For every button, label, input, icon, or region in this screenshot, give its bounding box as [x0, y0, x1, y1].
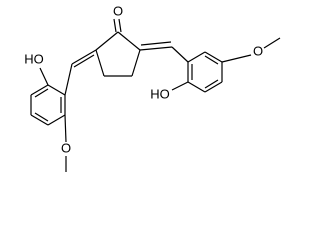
- bond: [139, 46, 173, 51]
- bond: [30, 84, 49, 96]
- bond: [47, 114, 66, 126]
- bond: [131, 49, 141, 77]
- atom-label: O: [253, 43, 263, 58]
- atom-label: O: [61, 140, 71, 155]
- bond: [263, 37, 281, 49]
- bond: [118, 18, 122, 33]
- bonds: [30, 18, 281, 172]
- page: {"labels": {"ketone_oxygen": "O", "left_…: [24, 3, 281, 172]
- bond: [171, 81, 189, 91]
- bond: [95, 49, 105, 77]
- bond: [171, 46, 189, 63]
- bond: [47, 84, 66, 96]
- atom-label: HO: [24, 51, 44, 66]
- bond: [30, 114, 49, 126]
- bond: [64, 63, 73, 96]
- bond: [34, 112, 49, 122]
- bond: [187, 81, 206, 93]
- bond: [204, 55, 219, 65]
- atom-label: HO: [150, 86, 170, 101]
- bond: [221, 54, 252, 63]
- bond: [71, 49, 97, 65]
- bond: [95, 31, 119, 51]
- bond: [204, 81, 223, 93]
- bond: [204, 51, 223, 63]
- bond: [34, 88, 49, 98]
- bond: [187, 51, 206, 63]
- structure-diagram: O HO O HO O: [24, 3, 281, 172]
- bond: [204, 79, 219, 89]
- bond: [117, 31, 141, 51]
- bond: [140, 41, 172, 46]
- atom-labels: O HO O HO O: [24, 3, 263, 155]
- bond: [39, 67, 49, 86]
- atom-label: O: [113, 3, 123, 18]
- bond: [113, 18, 117, 33]
- bond: [73, 54, 95, 68]
- bond: [64, 114, 67, 143]
